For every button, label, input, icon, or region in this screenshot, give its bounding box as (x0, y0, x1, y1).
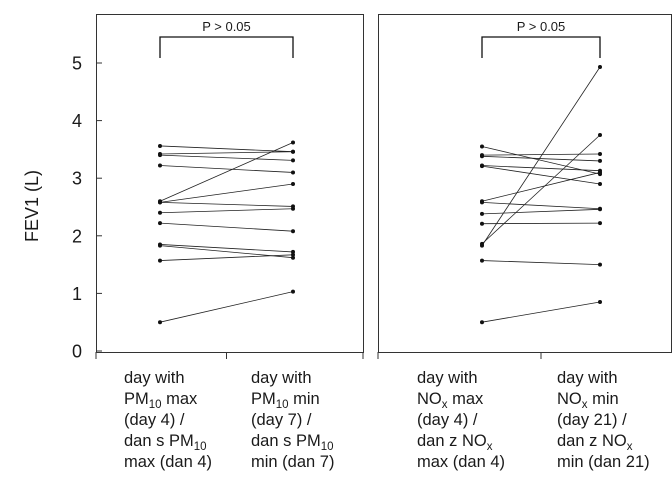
pair-line (481, 260, 601, 265)
y-tick-label: 3 (72, 169, 82, 189)
pair-line (481, 208, 601, 215)
data-point (598, 221, 602, 226)
data-point (158, 258, 162, 263)
data-point (480, 144, 484, 149)
pair-line (159, 222, 294, 232)
data-point (158, 163, 162, 168)
pair-line (481, 201, 601, 210)
data-point (291, 149, 295, 154)
data-point (598, 158, 602, 163)
pair-line (159, 291, 294, 323)
data-point (598, 207, 602, 212)
data-point (291, 158, 295, 163)
data-point (158, 210, 162, 215)
data-point (598, 152, 602, 157)
data-point (480, 243, 484, 248)
pair-line (159, 151, 294, 155)
data-point (480, 200, 484, 205)
pair-line (159, 165, 294, 173)
p-value-annotation: P > 0.05 (202, 19, 251, 34)
data-point (158, 243, 162, 248)
data-point (291, 289, 295, 294)
y-tick-label: 0 (72, 342, 82, 362)
data-point (480, 164, 484, 169)
data-point (480, 258, 484, 263)
pair-line (481, 165, 601, 172)
data-point (598, 262, 602, 267)
panel-frame (378, 14, 672, 353)
pair-line (481, 301, 601, 323)
data-point (291, 140, 295, 145)
panel-frame (96, 14, 364, 353)
pair-line (159, 201, 294, 207)
data-point (598, 300, 602, 305)
pair-line (481, 155, 601, 162)
data-point (480, 154, 484, 159)
y-tick-label: 5 (72, 54, 82, 74)
x-category-label: day with NOx min (day 21) / dan z NOx min (d… (557, 369, 650, 471)
data-point (158, 153, 162, 158)
pair-line (481, 172, 601, 202)
pair-line (159, 145, 294, 153)
data-point (291, 255, 295, 260)
x-category-label: day with NOx max (day 4) / dan z NOx max (da… (417, 369, 505, 471)
data-point (598, 170, 602, 175)
x-category-label: day with PM10 max (day 4) / dan s PM10 max (… (124, 369, 212, 471)
data-point (291, 229, 295, 234)
y-tick-label: 2 (72, 226, 82, 246)
significance-bracket (159, 36, 294, 58)
data-point (158, 320, 162, 325)
significance-bracket (481, 36, 601, 58)
data-point (598, 133, 602, 137)
data-point (158, 143, 162, 148)
pair-line (159, 244, 294, 253)
data-point (158, 221, 162, 226)
pair-line (481, 153, 601, 156)
data-point (480, 320, 484, 325)
data-point (598, 65, 602, 70)
pair-line (159, 208, 294, 214)
data-point (480, 221, 484, 226)
data-point (291, 252, 295, 257)
pair-line (159, 254, 294, 261)
y-tick-label: 4 (72, 111, 82, 131)
pair-line (481, 134, 601, 245)
data-point (291, 181, 295, 186)
data-point (291, 249, 295, 254)
pair-line (481, 66, 601, 246)
y-tick-label: 1 (72, 284, 82, 304)
pair-line (159, 142, 294, 202)
data-point (158, 200, 162, 205)
pair-line (159, 183, 294, 203)
data-point (291, 170, 295, 175)
pair-line (481, 222, 601, 225)
data-point (598, 181, 602, 186)
pair-line (159, 154, 294, 161)
y-axis-label: FEV1 (L) (22, 170, 42, 242)
p-value-annotation: P > 0.05 (517, 19, 566, 34)
data-point (480, 211, 484, 216)
pair-line (481, 165, 601, 185)
data-point (291, 206, 295, 211)
x-category-label: day with PM10 min (day 7) / dan s PM10 min (… (251, 369, 334, 471)
